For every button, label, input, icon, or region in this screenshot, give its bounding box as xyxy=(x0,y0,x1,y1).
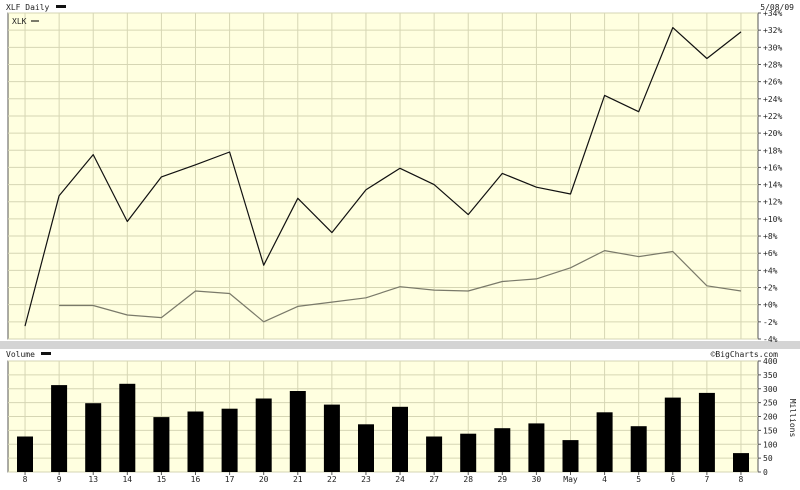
x-tick-label: 9 xyxy=(57,475,62,484)
x-tick-label: 13 xyxy=(88,475,98,484)
x-tick-label: May xyxy=(563,475,578,484)
x-tick-label: 4 xyxy=(602,475,607,484)
x-tick-label: 23 xyxy=(361,475,371,484)
volume-tick-label: 300 xyxy=(763,385,778,394)
volume-bar xyxy=(698,392,715,472)
x-tick-label: 24 xyxy=(395,475,405,484)
x-tick-label: 30 xyxy=(532,475,542,484)
date-label: 5/08/09 xyxy=(760,3,794,12)
volume-bar xyxy=(630,426,647,472)
volume-bar xyxy=(221,408,238,472)
x-tick-label: 5 xyxy=(636,475,641,484)
volume-bar xyxy=(119,383,136,472)
symbol-label: XLF Daily xyxy=(6,3,50,12)
price-tick-label: +32% xyxy=(763,26,782,35)
price-tick-label: +14% xyxy=(763,181,782,190)
price-tick-label: +16% xyxy=(763,163,782,172)
price-grid xyxy=(8,12,758,340)
panel-separator xyxy=(0,341,800,349)
price-tick-label: +28% xyxy=(763,60,782,69)
price-tick-label: -2% xyxy=(763,318,778,327)
price-tick-label: +2% xyxy=(763,284,778,293)
x-tick-label: 22 xyxy=(327,475,337,484)
price-tick-label: +30% xyxy=(763,43,782,52)
price-tick-label: +8% xyxy=(763,232,778,241)
x-tick-label: 8 xyxy=(23,475,28,484)
volume-tick-label: 0 xyxy=(763,468,768,477)
price-tick-label: +24% xyxy=(763,95,782,104)
volume-bar xyxy=(426,436,443,472)
volume-bar xyxy=(392,406,408,472)
x-axis: 8 9 13 14 15 16 17 20 21 22 23 24 27 28 29 30 May 4 5 6 7 8 xyxy=(23,472,744,484)
volume-tick-label: 350 xyxy=(763,371,778,380)
volume-bar xyxy=(494,428,511,472)
symbol-legend-swatch xyxy=(56,5,66,8)
x-tick-label: 20 xyxy=(259,475,269,484)
compare-legend-label: XLK xyxy=(12,17,27,26)
xlk-series-line xyxy=(59,250,742,323)
volume-bar xyxy=(153,417,170,472)
price-tick-label: -4% xyxy=(763,335,778,344)
x-tick-label: 6 xyxy=(670,475,675,484)
x-tick-label: 7 xyxy=(704,475,709,484)
volume-bar xyxy=(596,412,613,472)
volume-tick-label: 250 xyxy=(763,399,778,408)
price-tick-label: +34% xyxy=(763,9,782,18)
price-tick-label: +6% xyxy=(763,249,778,258)
x-tick-label: 8 xyxy=(739,475,744,484)
volume-bars xyxy=(17,383,749,472)
price-panel-background xyxy=(7,12,759,340)
x-tick-label: 28 xyxy=(463,475,473,484)
price-tick-label: +22% xyxy=(763,112,782,121)
volume-y-axis: 0 50 100 150 200 250 300 350 400 xyxy=(758,357,778,477)
xlf-series-line xyxy=(24,27,742,327)
x-tick-label: 16 xyxy=(191,475,201,484)
compare-legend-swatch xyxy=(31,20,39,22)
volume-tick-label: 200 xyxy=(763,413,778,422)
volume-bar xyxy=(17,436,33,472)
volume-legend-swatch xyxy=(41,352,51,355)
volume-bar xyxy=(323,404,340,472)
x-tick-label: 14 xyxy=(122,475,132,484)
x-tick-label: 17 xyxy=(225,475,235,484)
x-tick-label: 21 xyxy=(293,475,303,484)
price-lines xyxy=(24,27,742,327)
volume-bar xyxy=(85,403,102,472)
price-y-axis: -4% -2% +0% +2% +4% +6% +8% +10% +12% +14% +16% +18… xyxy=(758,9,782,344)
price-tick-label: +0% xyxy=(763,301,778,310)
volume-bar xyxy=(460,433,477,472)
price-tick-label: +4% xyxy=(763,266,778,275)
price-tick-label: +12% xyxy=(763,198,782,207)
price-tick-label: +18% xyxy=(763,146,782,155)
volume-label: Volume xyxy=(6,350,35,359)
x-tick-label: 15 xyxy=(157,475,167,484)
price-tick-label: +20% xyxy=(763,129,782,138)
volume-bar xyxy=(562,440,579,472)
volume-tick-label: 150 xyxy=(763,426,778,435)
volume-bar xyxy=(255,398,272,472)
volume-tick-label: 400 xyxy=(763,357,778,366)
volume-bar xyxy=(358,424,374,472)
volume-bar xyxy=(51,385,68,472)
source-label: ©BigCharts.com xyxy=(711,350,779,359)
x-tick-label: 27 xyxy=(429,475,439,484)
price-tick-label: +26% xyxy=(763,78,782,87)
volume-unit-label: Millions xyxy=(788,399,797,438)
volume-bar xyxy=(289,391,306,472)
volume-bar xyxy=(664,397,681,472)
volume-tick-label: 100 xyxy=(763,440,778,449)
volume-bar xyxy=(733,453,749,472)
volume-bar xyxy=(528,423,545,472)
x-tick-label: 29 xyxy=(497,475,507,484)
volume-bar xyxy=(187,411,204,472)
volume-tick-label: 50 xyxy=(763,454,773,463)
price-tick-label: +10% xyxy=(763,215,782,224)
